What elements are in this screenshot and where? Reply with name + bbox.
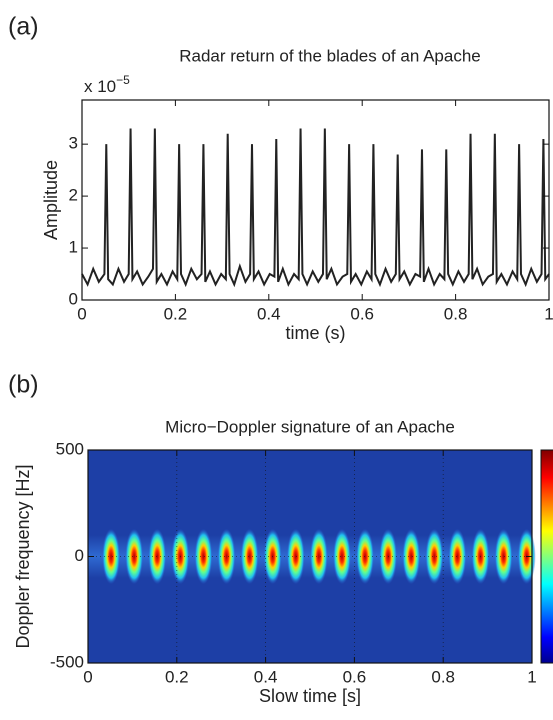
doppler-flash — [217, 528, 236, 585]
doppler-flash — [102, 528, 121, 585]
doppler-flash — [332, 528, 351, 585]
panel-label: (b) — [8, 371, 39, 399]
y-axis-label: Amplitude — [41, 160, 61, 240]
x-tick-label: 0.6 — [343, 667, 367, 686]
x-tick-label: 0 — [83, 667, 92, 686]
x-tick-label: 0.4 — [257, 304, 281, 323]
y-axis-label: Doppler frequency [Hz] — [13, 464, 33, 648]
multiplier-exponent: −5 — [116, 73, 130, 87]
doppler-flash — [309, 528, 328, 585]
x-tick-label: 0.2 — [165, 667, 189, 686]
x-tick-label: 1 — [544, 304, 553, 323]
chart-title: Micro−Doppler signature of an Apache — [165, 417, 455, 436]
x-tick-label: 0.6 — [350, 304, 374, 323]
doppler-flash — [286, 528, 305, 585]
y-tick-label: 0 — [69, 289, 78, 308]
doppler-flash — [125, 528, 144, 585]
x-tick-label: 0 — [77, 304, 86, 323]
y-tick-label: 500 — [56, 439, 84, 458]
doppler-flash — [494, 528, 513, 585]
axis-multiplier: x 10−5 — [84, 73, 130, 96]
x-axis-label: Slow time [s] — [259, 686, 361, 706]
signal-line — [81, 128, 550, 288]
y-tick-label: 2 — [69, 186, 78, 205]
doppler-flash — [240, 528, 259, 585]
y-tick-label: 3 — [69, 134, 78, 153]
x-tick-label: 1 — [527, 667, 536, 686]
x-tick-label: 0.8 — [444, 304, 468, 323]
doppler-flash — [402, 528, 421, 585]
doppler-flash — [356, 528, 375, 585]
y-tick-label: 1 — [69, 238, 78, 257]
panel-label: (a) — [8, 13, 39, 41]
y-tick-label: -500 — [50, 652, 84, 671]
doppler-flash — [425, 528, 444, 585]
doppler-flash — [148, 528, 167, 585]
colorbar — [540, 449, 553, 664]
x-tick-label: 0.8 — [431, 667, 455, 686]
y-tick-label: 0 — [75, 546, 84, 565]
multiplier-base: x 10 — [84, 77, 116, 96]
x-tick-label: 0.4 — [254, 667, 278, 686]
chart-title: Radar return of the blades of an Apache — [179, 46, 480, 65]
x-tick-label: 0.2 — [164, 304, 188, 323]
doppler-flash — [448, 528, 467, 585]
x-axis-label: time (s) — [286, 323, 346, 343]
axes-box — [81, 99, 550, 301]
doppler-flash — [194, 528, 213, 585]
